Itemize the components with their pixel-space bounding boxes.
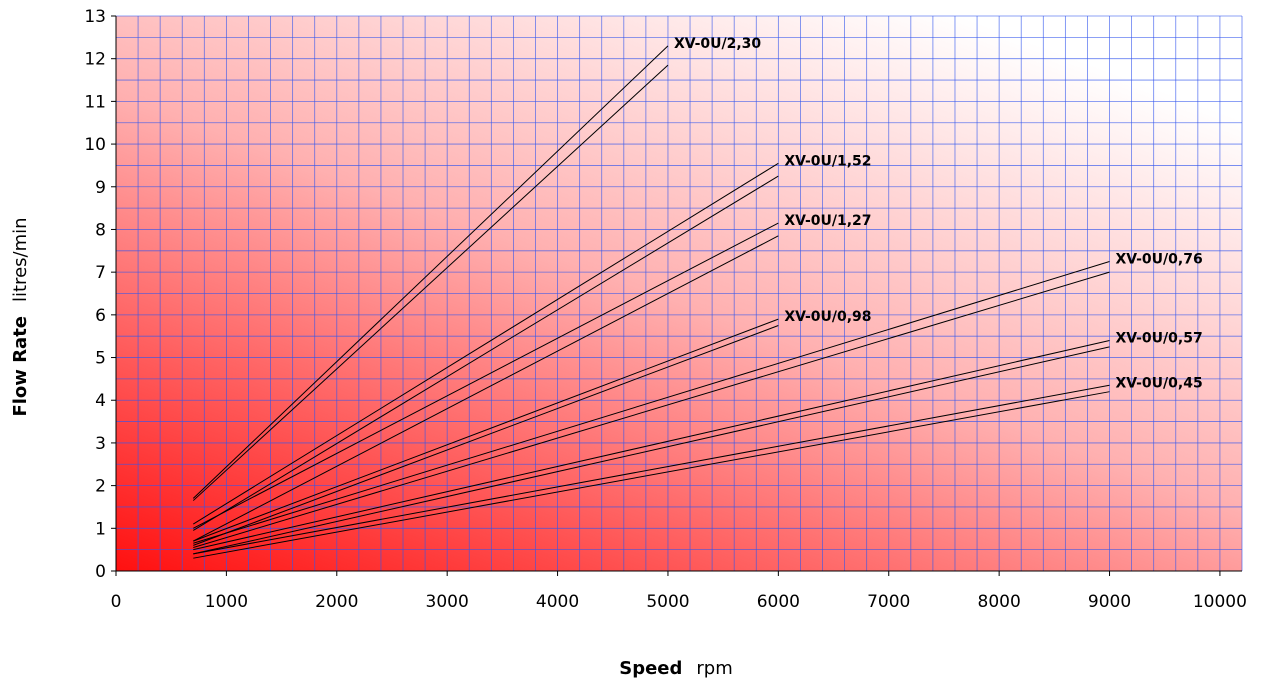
series-line [193,222,779,529]
series-line [193,235,779,542]
y-tick-label: 12 [84,50,106,70]
x-tick-label: 5000 [646,592,689,612]
x-tick-label: 4000 [536,592,579,612]
series-line [193,261,1110,544]
y-tick-label: 13 [84,7,106,27]
x-tick-label: 10000 [1193,592,1247,612]
y-tick-label: 11 [84,92,106,112]
x-tick-label: 6000 [757,592,800,612]
series-line [193,391,1110,559]
y-axis-title: Flow Ratelitres/min [10,217,31,416]
series-label: XV-0U/0,57 [1116,330,1203,346]
series-line [192,64,669,501]
y-tick-label: 9 [95,178,106,198]
y-tick-label: 4 [95,391,106,411]
axes: 0 1000 2000 3000 4000 5000 6000 7000 8000 9000 100… [84,7,1247,612]
x-tick-label: 7000 [867,592,910,612]
series-label: XV-0U/0,76 [1116,251,1203,267]
series-line [193,271,1110,548]
series-line [193,339,1110,551]
series-label: XV-0U/2,30 [674,36,761,52]
series-lines [192,45,1110,559]
y-tick-label: 0 [95,562,106,582]
x-tick-label: 3000 [426,592,469,612]
y-tick-label: 7 [95,263,106,283]
x-tick-label: 0 [111,592,122,612]
series-line [192,45,669,499]
series-label: XV-0U/1,27 [784,213,871,229]
series-line [193,162,779,525]
series-line [193,175,779,531]
x-tick-label: 8000 [978,592,1021,612]
y-tick-label: 8 [95,220,106,240]
series-line [193,318,779,542]
series-line [193,384,1110,555]
x-tick-label: 2000 [315,592,358,612]
series-labels: XV-0U/2,30 XV-0U/1,52 XV-0U/1,27 XV-0U/0,98… [674,36,1203,391]
grid-lines [115,15,1243,572]
series-line [193,346,1110,555]
series-line [193,325,779,546]
y-tick-label: 3 [95,434,106,454]
series-label: XV-0U/0,98 [784,309,871,325]
y-tick-label: 6 [95,306,106,326]
y-tick-label: 5 [95,349,106,369]
x-axis-title: Speed rpm [619,658,733,679]
y-tick-label: 1 [95,519,106,539]
x-tick-label: 1000 [205,592,248,612]
series-label: XV-0U/0,45 [1116,375,1203,391]
y-tick-label: 10 [84,135,106,155]
x-tick-label: 9000 [1088,592,1131,612]
y-tick-label: 2 [95,477,106,497]
series-label: XV-0U/1,52 [784,153,871,169]
